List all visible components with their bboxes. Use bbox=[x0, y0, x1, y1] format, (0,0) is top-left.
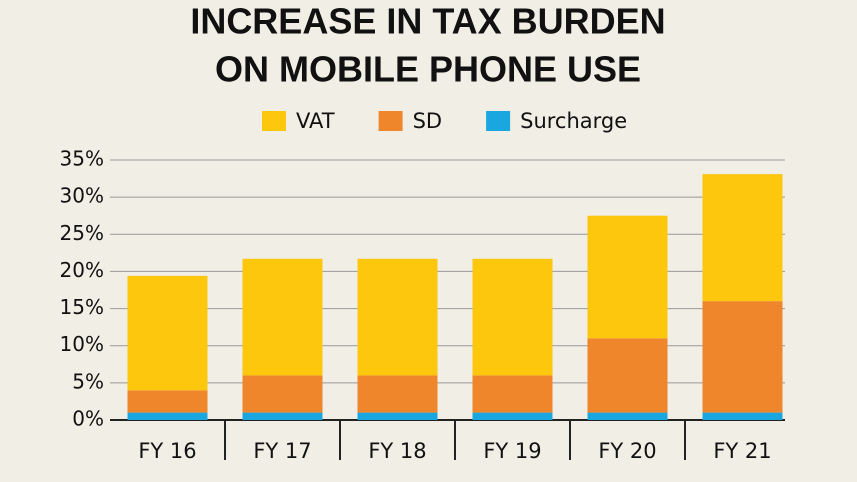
bar-segment bbox=[242, 412, 323, 420]
y-tick-label: 20% bbox=[60, 258, 104, 282]
x-tick-label: FY 18 bbox=[368, 439, 426, 463]
bar-segment bbox=[127, 412, 208, 420]
bar-segment bbox=[587, 215, 668, 339]
y-tick-label: 5% bbox=[72, 369, 104, 393]
x-tick-label: FY 17 bbox=[253, 439, 311, 463]
bar-segment bbox=[472, 375, 553, 413]
bar-segment bbox=[242, 258, 323, 376]
x-tick-label: FY 19 bbox=[483, 439, 541, 463]
bar-segment bbox=[587, 412, 668, 420]
legend-label: Surcharge bbox=[520, 109, 627, 133]
bar-segment bbox=[357, 375, 438, 413]
x-tick-label: FY 20 bbox=[598, 439, 656, 463]
legend-swatch bbox=[378, 111, 403, 131]
x-tick-label: FY 21 bbox=[713, 439, 771, 463]
bar-segment bbox=[587, 338, 668, 413]
y-tick-label: 0% bbox=[72, 407, 104, 431]
x-tick-label: FY 16 bbox=[138, 439, 196, 463]
chart-subtitle: ON MOBILE PHONE USE bbox=[215, 49, 641, 90]
bar-segment bbox=[702, 174, 783, 302]
bar-segment bbox=[702, 412, 783, 420]
bar-segment bbox=[702, 301, 783, 413]
bar-segment bbox=[357, 258, 438, 376]
legend-swatch bbox=[486, 111, 511, 131]
legend-swatch bbox=[262, 111, 286, 131]
bar-segment bbox=[472, 412, 553, 420]
y-tick-label: 25% bbox=[60, 221, 104, 245]
legend-label: SD bbox=[413, 109, 443, 133]
legend-label: VAT bbox=[296, 109, 335, 133]
bar-segment bbox=[472, 258, 553, 376]
bar-segment bbox=[242, 375, 323, 413]
y-tick-label: 15% bbox=[60, 295, 104, 319]
chart-title: INCREASE IN TAX BURDEN bbox=[190, 1, 665, 42]
bar-segment bbox=[127, 390, 208, 413]
bar-segment bbox=[127, 275, 208, 391]
y-tick-label: 30% bbox=[60, 184, 104, 208]
y-tick-label: 35% bbox=[60, 147, 104, 171]
y-tick-label: 10% bbox=[60, 332, 104, 356]
bar-segment bbox=[357, 412, 438, 420]
